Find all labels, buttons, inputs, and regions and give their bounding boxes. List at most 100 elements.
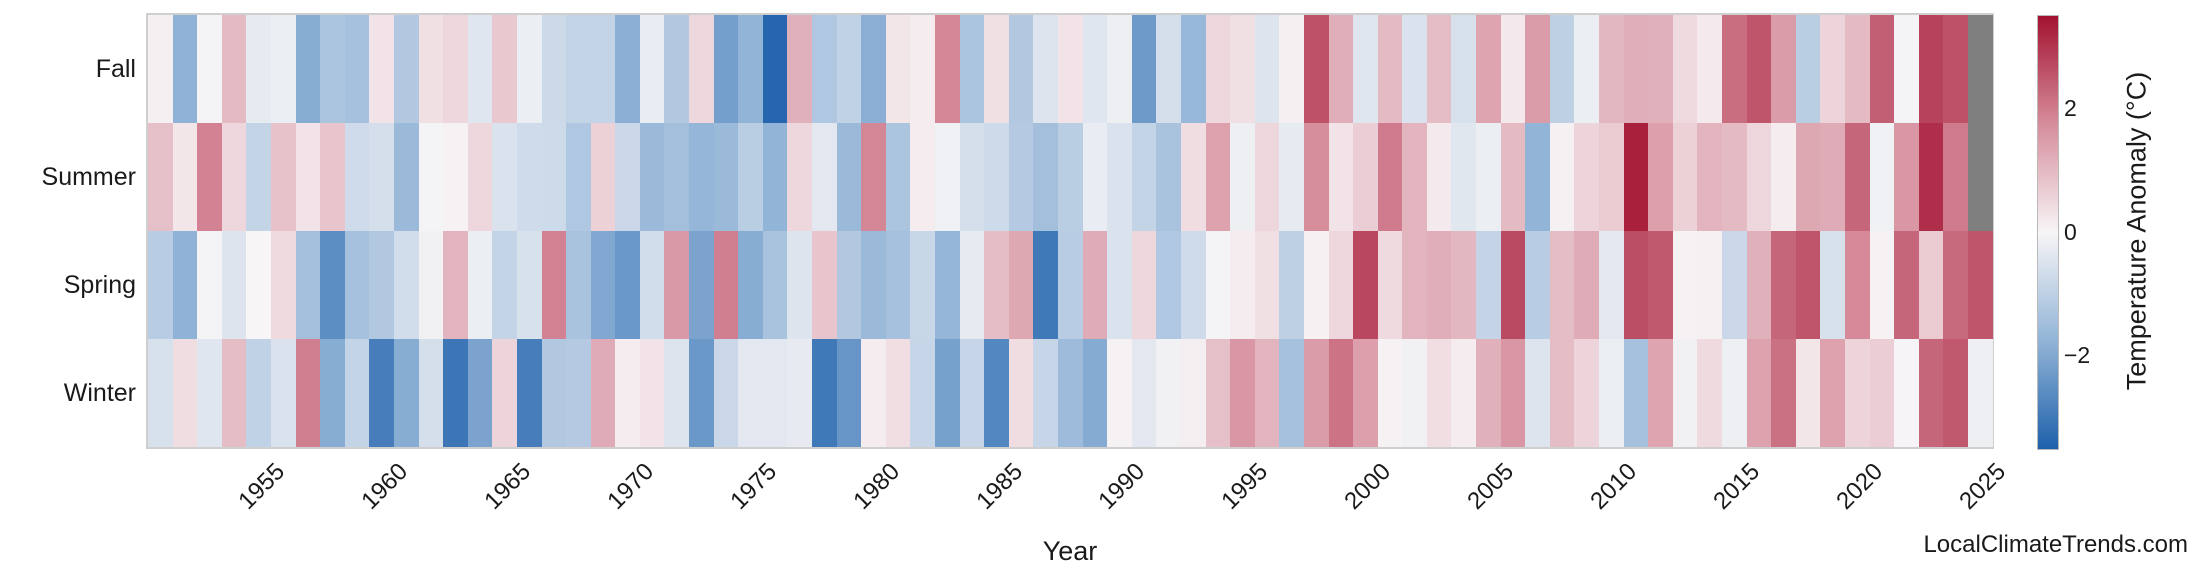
heatmap-cell xyxy=(1180,123,1206,231)
heatmap-cell xyxy=(787,339,813,447)
heatmap-cell xyxy=(1254,231,1280,339)
heatmap-cell xyxy=(1943,231,1968,339)
heatmap-cell xyxy=(467,339,493,447)
heatmap-cell xyxy=(1008,339,1034,447)
heatmap-cell xyxy=(1426,231,1452,339)
heatmap-cell xyxy=(1943,123,1968,231)
heatmap xyxy=(148,15,1993,447)
heatmap-cell xyxy=(1967,231,1993,339)
heatmap-cell xyxy=(1254,15,1280,123)
heatmap-cell xyxy=(1303,15,1329,123)
heatmap-cell xyxy=(270,339,296,447)
heatmap-cell xyxy=(1451,339,1477,447)
heatmap-cell xyxy=(1672,231,1698,339)
heatmap-cell xyxy=(664,231,690,339)
heatmap-cell xyxy=(1648,231,1673,339)
heatmap-cell xyxy=(1869,123,1895,231)
heatmap-cell xyxy=(1820,339,1845,447)
heatmap-cell xyxy=(566,339,591,447)
heatmap-cell xyxy=(1377,15,1403,123)
heatmap-cell xyxy=(885,231,911,339)
heatmap-cell xyxy=(615,123,640,231)
heatmap-cell xyxy=(295,231,321,339)
colorbar xyxy=(2037,15,2059,450)
heatmap-cell xyxy=(1082,231,1108,339)
heatmap-cell xyxy=(1795,231,1821,339)
x-tick-label-1965: 1965 xyxy=(479,458,536,515)
heatmap-cell xyxy=(812,123,837,231)
heatmap-cell xyxy=(590,123,616,231)
heatmap-cell xyxy=(1353,339,1378,447)
heatmap-cell xyxy=(1426,123,1452,231)
heatmap-row-spring xyxy=(148,231,1993,339)
heatmap-cell xyxy=(1156,15,1181,123)
heatmap-cell xyxy=(1648,15,1673,123)
heatmap-cell xyxy=(861,15,886,123)
heatmap-cell xyxy=(639,15,665,123)
heatmap-cell xyxy=(1599,15,1624,123)
heatmap-cell xyxy=(1918,339,1944,447)
heatmap-cell xyxy=(541,339,567,447)
heatmap-cell xyxy=(639,231,665,339)
heatmap-cell xyxy=(369,15,394,123)
heatmap-cell xyxy=(320,15,345,123)
heatmap-cell xyxy=(1476,123,1501,231)
heatmap-cell xyxy=(984,339,1009,447)
heatmap-cell xyxy=(1648,339,1673,447)
heatmap-cell xyxy=(1844,231,1870,339)
heatmap-cell xyxy=(1033,123,1058,231)
heatmap-cell xyxy=(1869,15,1895,123)
heatmap-cell xyxy=(639,123,665,231)
heatmap-cell xyxy=(1008,15,1034,123)
heatmap-cell xyxy=(1230,15,1255,123)
heatmap-cell xyxy=(1549,231,1575,339)
heatmap-cell xyxy=(910,123,935,231)
heatmap-cell xyxy=(1230,123,1255,231)
heatmap-cell xyxy=(197,231,222,339)
heatmap-cell xyxy=(1795,15,1821,123)
heatmap-row-fall xyxy=(148,15,1993,123)
x-tick-label-1985: 1985 xyxy=(970,458,1028,515)
heatmap-cell xyxy=(393,15,419,123)
heatmap-cell xyxy=(1918,15,1944,123)
heatmap-cell xyxy=(738,339,763,447)
heatmap-cell xyxy=(713,231,739,339)
heatmap-cell xyxy=(910,15,935,123)
heatmap-cell xyxy=(221,123,247,231)
heatmap-cell xyxy=(1303,231,1329,339)
x-tick-label-1980: 1980 xyxy=(847,458,905,515)
heatmap-cell xyxy=(1795,123,1821,231)
heatmap-cell xyxy=(246,231,271,339)
heatmap-cell xyxy=(1230,339,1255,447)
heatmap-row-summer xyxy=(148,123,1993,231)
heatmap-cell xyxy=(1082,15,1108,123)
heatmap-cell xyxy=(738,231,763,339)
heatmap-cell xyxy=(1697,15,1722,123)
heatmap-cell xyxy=(443,231,468,339)
heatmap-cell xyxy=(1697,339,1722,447)
heatmap-cell xyxy=(295,123,321,231)
heatmap-cell xyxy=(148,339,173,447)
heatmap-cell xyxy=(1844,339,1870,447)
heatmap-cell xyxy=(689,15,714,123)
heatmap-cell xyxy=(344,123,370,231)
heatmap-cell xyxy=(1451,231,1477,339)
heatmap-cell xyxy=(812,339,837,447)
heatmap-cell xyxy=(197,15,222,123)
heatmap-cell xyxy=(1525,339,1550,447)
heatmap-cell xyxy=(492,339,517,447)
heatmap-cell xyxy=(1525,231,1550,339)
x-tick-label-2020: 2020 xyxy=(1831,458,1889,515)
heatmap-cell xyxy=(590,15,616,123)
heatmap-cell xyxy=(393,339,419,447)
heatmap-cell xyxy=(1500,231,1526,339)
heatmap-cell xyxy=(516,231,542,339)
heatmap-cell xyxy=(762,15,788,123)
heatmap-cell xyxy=(1894,339,1919,447)
heatmap-cell xyxy=(1402,339,1427,447)
heatmap-cell xyxy=(197,339,222,447)
heatmap-cell xyxy=(541,231,567,339)
row-label-summer: Summer xyxy=(41,163,136,191)
watermark-text: LocalClimateTrends.com xyxy=(1923,531,2188,558)
